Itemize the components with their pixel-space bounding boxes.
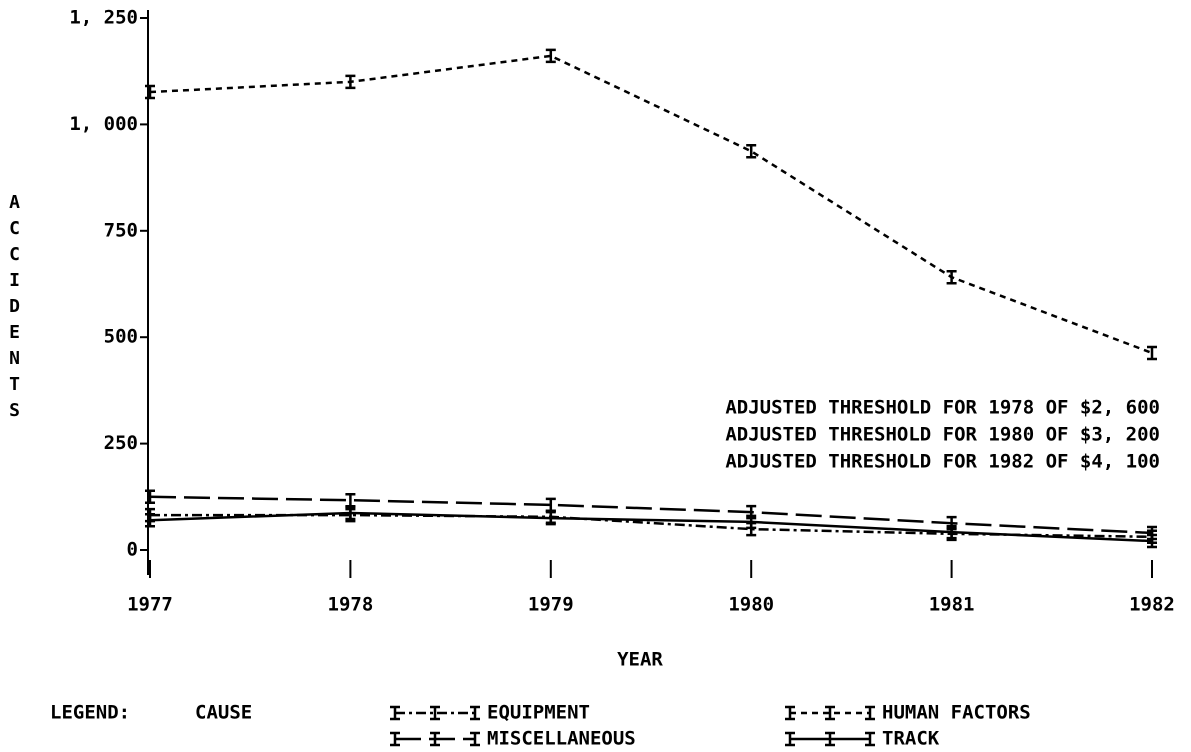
series-marker <box>345 505 356 521</box>
series-line <box>149 495 1153 535</box>
y-tick-label: 1, 250 <box>69 7 138 29</box>
x-tick-label: 1981 <box>929 594 975 616</box>
series-marker <box>946 524 957 540</box>
series-line <box>149 54 1153 355</box>
series-marker <box>746 514 757 530</box>
legend-marker <box>390 705 400 721</box>
x-axis-title: YEAR <box>617 649 663 671</box>
series-marker <box>145 489 155 505</box>
x-tick-label: 1978 <box>328 594 374 616</box>
series-marker <box>345 74 356 90</box>
series-marker <box>1147 345 1157 361</box>
legend-title: LEGEND: <box>50 702 130 724</box>
y-tick-label: 1, 000 <box>69 113 138 135</box>
x-tick-label: 1979 <box>528 594 574 616</box>
series-line <box>149 511 1153 543</box>
legend-marker <box>430 731 440 747</box>
legend-marker <box>470 731 480 747</box>
legend-label: HUMAN FACTORS <box>882 702 1031 724</box>
legend-label: TRACK <box>882 728 940 750</box>
legend-marker <box>785 705 795 721</box>
legend-label: EQUIPMENT <box>487 702 590 724</box>
y-tick-label: 0 <box>127 539 138 561</box>
y-tick-label: 500 <box>104 326 138 348</box>
legend-subtitle: CAUSE <box>195 702 252 724</box>
y-tick-label: 750 <box>104 219 138 241</box>
legend-marker <box>470 705 480 721</box>
legend-marker <box>390 731 400 747</box>
legend-marker <box>430 705 440 721</box>
legend-marker <box>785 731 795 747</box>
y-tick-label: 250 <box>104 432 138 454</box>
series-marker <box>946 269 957 285</box>
legend-marker <box>865 705 875 721</box>
y-axis-title: ACCIDENTS <box>4 192 25 426</box>
series-marker <box>345 492 356 508</box>
series-marker <box>746 143 757 159</box>
legend-marker <box>825 731 835 747</box>
series-marker <box>145 512 155 528</box>
x-tick-label: 1977 <box>127 594 173 616</box>
annotation: ADJUSTED THRESHOLD FOR 1978 OF $2, 600 <box>725 397 1160 419</box>
legend-marker <box>865 731 875 747</box>
x-tick-label: 1980 <box>728 594 774 616</box>
annotation: ADJUSTED THRESHOLD FOR 1982 OF $4, 100 <box>725 451 1160 473</box>
series-marker <box>1147 533 1157 549</box>
annotation: ADJUSTED THRESHOLD FOR 1980 OF $3, 200 <box>725 424 1160 446</box>
series-marker <box>145 84 155 100</box>
series-marker <box>545 48 556 64</box>
legend-label: MISCELLANEOUS <box>487 728 636 750</box>
x-tick-label: 1982 <box>1129 594 1175 616</box>
series-marker <box>545 510 556 526</box>
legend-marker <box>825 705 835 721</box>
